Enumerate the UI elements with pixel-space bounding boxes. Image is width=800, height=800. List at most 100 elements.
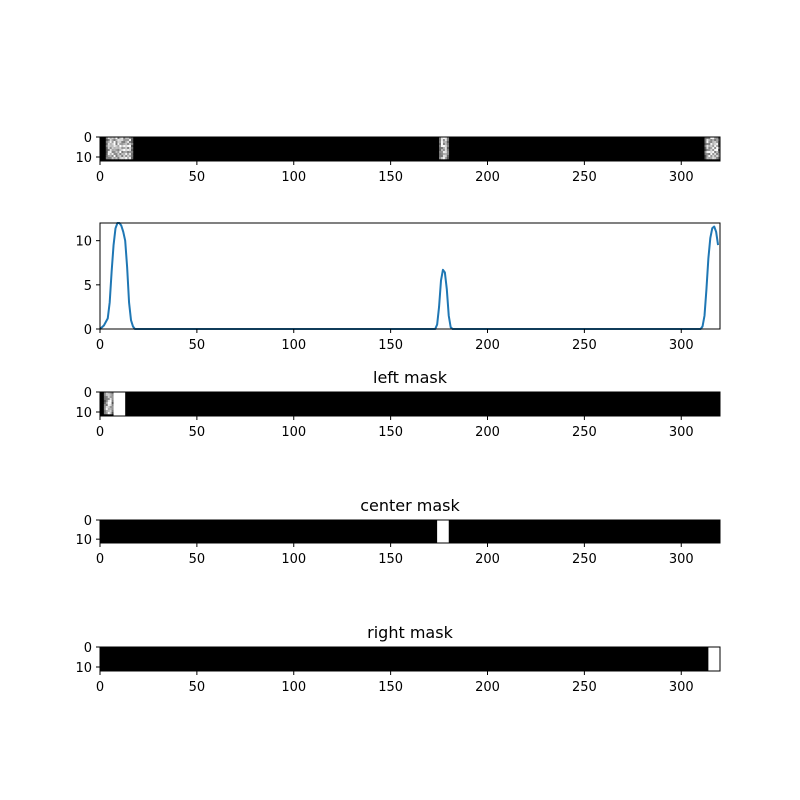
pixel-cell [131,141,134,144]
pixel-cell [119,143,122,146]
pixel-cell [105,143,109,146]
pixel-cell [444,139,448,142]
pixel-cell [111,143,114,146]
pixel-cell [708,151,711,154]
pixel-cell [704,145,707,148]
pixel-cell [111,402,114,405]
pixel-cell [111,396,114,399]
pixel-cell [103,394,107,397]
pixel-cell [125,155,128,158]
pixel-cell [704,139,707,142]
pixel-cell [105,404,109,407]
pixel-cell [111,412,114,415]
pixel-cell [131,145,134,148]
pixel-cell [123,139,126,142]
pixel-cell [446,143,450,146]
pixel-cell [441,139,444,142]
pixel-cell [441,151,444,154]
pixel-cell [117,149,120,152]
pixel-cell [109,141,112,144]
pixel-cell [710,155,713,158]
pixel-cell [439,157,442,160]
pixel-cell [442,137,446,140]
axes-frame [99,646,721,672]
pixel-cell [117,145,120,148]
pixel-cell [446,149,450,152]
pixel-cell [105,394,109,397]
pixel-cell [442,139,446,142]
pixel-cell [105,157,109,160]
pixel-cell [710,147,713,150]
pixel-cell [718,141,721,144]
y-tick-label: 0 [84,641,92,656]
pixel-cell [444,141,448,144]
x-tick-label: 0 [96,680,104,695]
pixel-cell [103,412,107,415]
pixel-cell [444,143,448,146]
pixel-cell [706,137,709,140]
pixel-cell [446,153,450,156]
pixel-cell [716,137,719,140]
pixel-cell [710,139,713,142]
pixel-cell [131,151,134,154]
pixel-cell [117,151,120,154]
pixel-cell [107,153,110,156]
pixel-cell [103,400,107,403]
pixel-cell [129,157,132,160]
pixel-cell [111,147,114,150]
pixel-cell [123,157,126,160]
x-tick-label: 50 [189,170,206,185]
pixel-cell [444,157,448,160]
pixel-cell [439,143,442,146]
pixel-cell [439,153,442,156]
pixel-cell [109,412,112,415]
pixel-cell [119,155,122,158]
pixel-cell [111,394,114,397]
pixel-cell [107,408,110,411]
pixel-cell [111,398,114,401]
pixel-cell [704,143,707,146]
panel-profile: 0 50 100 150 200 250 300 0 5 10 [75,222,721,353]
pixel-cell [716,147,719,150]
pixel-cell [442,153,446,156]
pixel-cell [714,153,717,156]
pixel-cell [444,151,448,154]
pixel-cell [113,149,116,152]
pixel-cell [714,155,717,158]
pixel-cell [113,141,116,144]
pixel-cell [113,145,116,148]
pixel-cell [103,392,107,395]
pixel-cell [446,151,450,154]
pixel-cell [714,141,717,144]
pixel-cell [127,157,130,160]
pixel-cell [121,149,124,152]
pixel-cell [123,149,126,152]
pixel-cell [125,153,128,156]
pixel-cell [115,141,118,144]
pixel-cell [714,147,717,150]
pixel-cell [718,143,721,146]
y-tick-label: 10 [75,406,92,421]
pixel-cell [115,145,118,148]
pixel-cell [117,153,120,156]
pixel-cell [718,137,721,140]
pixel-cell [111,141,114,144]
pixel-cell [121,141,124,144]
pixel-cell [712,153,715,156]
pixel-cell [113,153,116,156]
pixel-cell [107,392,110,395]
x-tick-label: 250 [572,552,597,567]
panel-title: center mask [360,496,460,515]
pixel-cell [121,147,124,150]
pixel-cell [119,145,122,148]
pixel-cell [714,137,717,140]
heatmap-background [100,520,720,543]
pixel-cell [712,147,715,150]
pixel-cell [121,139,124,142]
pixel-cell [115,151,118,154]
pixel-cell [718,147,721,150]
pixel-cell [446,137,450,140]
pixel-cell [127,143,130,146]
pixel-cell [706,149,709,152]
pixel-cell [109,157,112,160]
